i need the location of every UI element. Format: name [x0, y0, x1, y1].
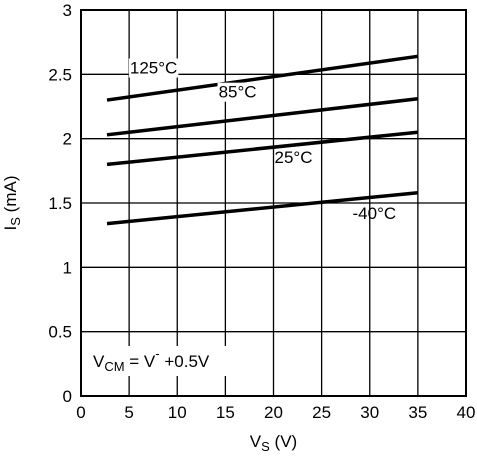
series-group — [106, 54, 419, 226]
y-tick-label: 0 — [63, 387, 72, 406]
y-tick-label: 2.5 — [48, 65, 72, 84]
series-line — [106, 54, 419, 102]
x-tick-label: 0 — [76, 403, 85, 422]
x-tick-label: 25 — [312, 403, 331, 422]
series-label: 25°C — [275, 148, 313, 167]
y-tick-label: 1 — [63, 258, 72, 277]
annotation-background — [88, 346, 240, 376]
x-tick-label: 5 — [124, 403, 133, 422]
series-label: -40°C — [353, 204, 397, 223]
curve-labels: 125°C 85°C 25°C -40°C — [128, 58, 397, 223]
x-tick-label: 10 — [168, 403, 187, 422]
x-tick-label: 20 — [264, 403, 283, 422]
series-line — [106, 190, 419, 226]
x-tick-labels: 0 5 10 15 20 25 30 35 40 — [76, 403, 475, 422]
x-tick-label: 35 — [408, 403, 427, 422]
x-tick-label: 40 — [457, 403, 476, 422]
series-label-background — [217, 82, 258, 102]
plot-frame — [80, 9, 467, 397]
y-tick-label: 1.5 — [48, 194, 72, 213]
series-label: 125°C — [130, 59, 177, 78]
x-tick-label: 15 — [216, 403, 235, 422]
series-line — [106, 130, 419, 167]
y-tick-labels: 0 0.5 1 1.5 2 2.5 3 — [48, 1, 72, 406]
series-label: 85°C — [219, 83, 257, 102]
x-tick-label: 30 — [360, 403, 379, 422]
y-axis-label: IS (mA) — [1, 176, 23, 231]
y-tick-label: 2 — [63, 130, 72, 149]
y-tick-label: 0.5 — [48, 323, 72, 342]
condition-annotation: VCM = V- +0.5V — [93, 346, 210, 374]
x-axis-label: VS (V) — [250, 432, 297, 454]
y-tick-label: 3 — [63, 1, 72, 20]
series-line — [106, 97, 419, 137]
series-label-background — [128, 58, 179, 78]
